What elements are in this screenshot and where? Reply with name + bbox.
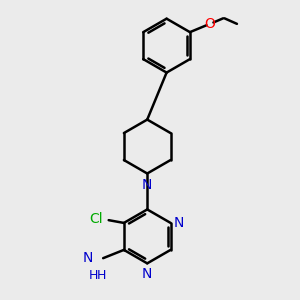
Text: Cl: Cl xyxy=(89,212,103,226)
Text: N: N xyxy=(83,251,94,265)
Text: H: H xyxy=(89,269,98,282)
Text: H: H xyxy=(97,269,106,282)
Text: O: O xyxy=(204,17,215,31)
Text: N: N xyxy=(142,267,152,281)
Text: N: N xyxy=(142,178,152,192)
Text: N: N xyxy=(174,216,184,230)
